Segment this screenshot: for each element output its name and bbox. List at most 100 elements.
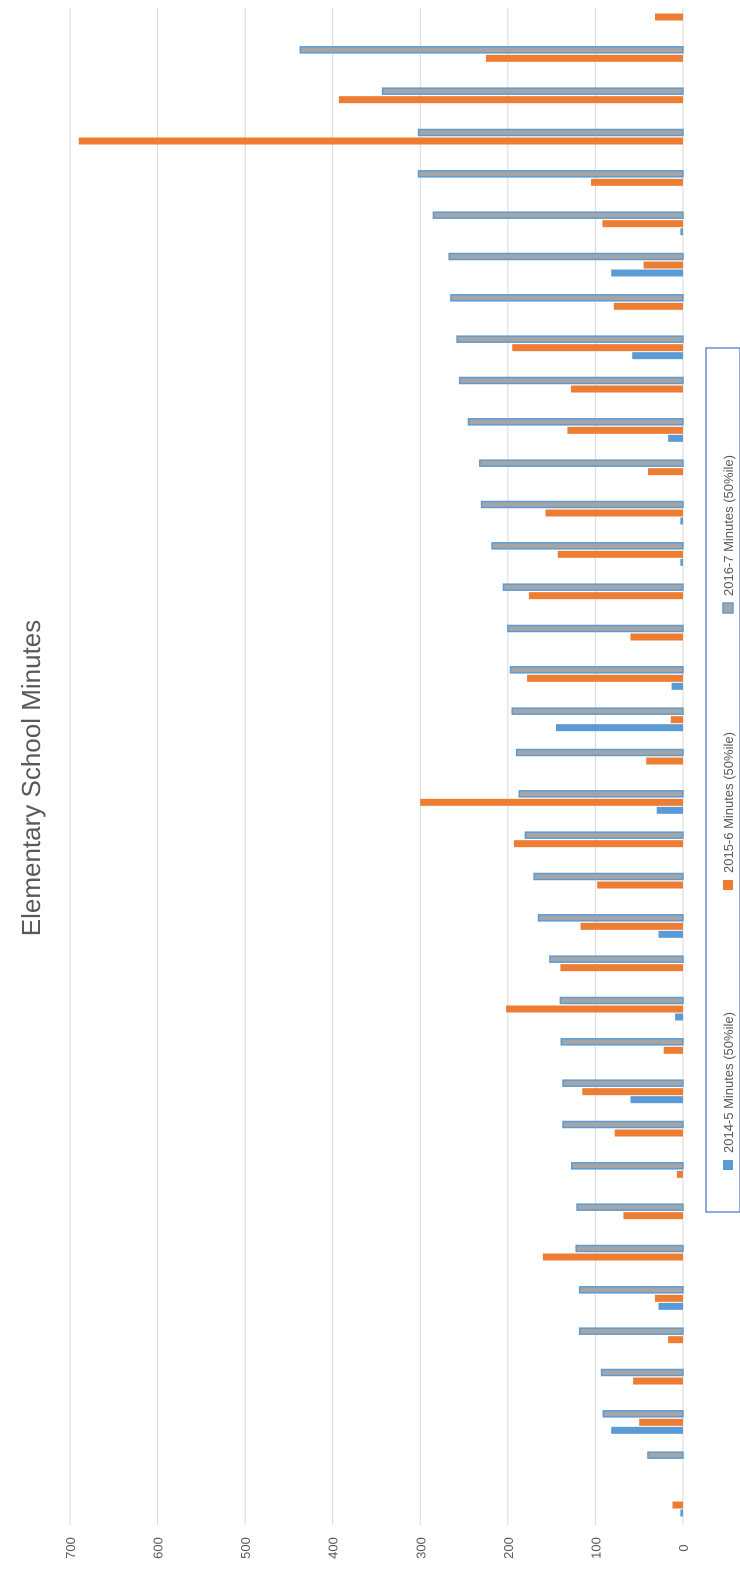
bar-2015-6 xyxy=(613,302,683,310)
bar-2015-6 xyxy=(663,1046,683,1054)
bar-2016-7 xyxy=(533,872,684,881)
bar-2015-6 xyxy=(528,592,683,600)
bar-2016-7 xyxy=(559,996,684,1005)
x-tick-label: 500 xyxy=(238,1537,253,1559)
bar-2016-7 xyxy=(456,335,684,343)
bar-2016-7 xyxy=(299,46,684,54)
bar-2016-7 xyxy=(537,914,684,922)
x-tick-label: 100 xyxy=(588,1537,603,1559)
bar-2014-5 xyxy=(611,1426,683,1434)
x-tick-label: 700 xyxy=(63,1537,78,1559)
bar-2014-5 xyxy=(658,1302,683,1310)
bar-2015-6 xyxy=(614,1129,683,1137)
bar-2015-6 xyxy=(78,137,683,145)
bar-2016-7 xyxy=(562,1079,684,1087)
bar-2015-6 xyxy=(633,1377,683,1385)
bar-2016-7 xyxy=(432,211,684,219)
bar-2014-5 xyxy=(680,228,683,236)
bar-2016-7 xyxy=(502,583,684,591)
bar-2015-6 xyxy=(542,1253,683,1261)
bar-2016-7 xyxy=(575,1244,684,1253)
bar-2015-6 xyxy=(639,1418,683,1426)
bar-2016-7 xyxy=(524,831,684,839)
bar-2015-6 xyxy=(570,385,683,393)
bar-2016-7 xyxy=(450,294,684,302)
bar-2015-6 xyxy=(485,54,683,62)
x-tick-label: 400 xyxy=(326,1537,341,1559)
grid-lines xyxy=(69,8,684,1525)
legend-label: 2016-7 Minutes (50%ile) xyxy=(721,455,736,596)
bar-2015-6 xyxy=(602,220,683,228)
x-tick-label: 600 xyxy=(151,1537,166,1559)
bar-2015-6 xyxy=(560,964,683,972)
bar-2016-7 xyxy=(562,1120,684,1129)
bar-2016-7 xyxy=(507,624,684,633)
bar-2014-5 xyxy=(680,517,683,525)
bars xyxy=(78,13,684,1517)
bar-2015-6 xyxy=(527,674,683,682)
bar-2014-5 xyxy=(658,930,683,938)
bar-2016-7 xyxy=(417,170,684,178)
bar-2015-6 xyxy=(643,261,683,269)
bar-2015-6 xyxy=(670,716,683,724)
bar-2016-7 xyxy=(576,1203,684,1211)
bar-2015-6 xyxy=(420,798,683,806)
bar-2015-6 xyxy=(676,1170,683,1178)
legend-label: 2015-6 Minutes (50%ile) xyxy=(721,732,736,873)
bar-2015-6 xyxy=(630,633,683,641)
bar-2015-6 xyxy=(513,840,683,848)
bar-2016-7 xyxy=(549,955,684,963)
bar-2016-7 xyxy=(448,252,684,261)
bar-2014-5 xyxy=(668,434,683,442)
bar-2016-7 xyxy=(458,376,684,385)
bar-2015-6 xyxy=(580,922,683,930)
x-tick-label: 200 xyxy=(501,1537,516,1559)
bar-2014-5 xyxy=(680,558,683,566)
bar-2016-7 xyxy=(578,1286,684,1294)
chart-title: Elementary School Minutes xyxy=(16,620,46,936)
bar-2016-7 xyxy=(467,418,684,426)
bar-2015-6 xyxy=(506,1005,683,1013)
bar-2015-6 xyxy=(582,1088,683,1096)
bar-2016-7 xyxy=(647,1451,684,1459)
legend-box xyxy=(705,347,740,1213)
bar-2015-6 xyxy=(338,96,683,104)
bar-2016-7 xyxy=(509,666,684,674)
bar-2015-6 xyxy=(567,426,683,434)
x-tick-label: 0 xyxy=(676,1544,691,1551)
bar-2014-5 xyxy=(671,682,683,690)
bar-2014-5 xyxy=(632,352,683,360)
bar-2016-7 xyxy=(381,87,684,95)
legend-swatch xyxy=(723,1160,733,1170)
bar-2016-7 xyxy=(578,1327,684,1335)
bar-2015-6 xyxy=(654,1294,683,1302)
bar-2015-6 xyxy=(668,1336,683,1344)
bar-2015-6 xyxy=(545,509,683,517)
bar-2016-7 xyxy=(511,707,684,715)
bar-2016-7 xyxy=(515,748,684,757)
legend: 2014-5 Minutes (50%ile) 2015-6 Minutes (5… xyxy=(705,347,740,1213)
bar-2014-5 xyxy=(611,269,683,277)
x-tick-label: 300 xyxy=(413,1537,428,1559)
bar-2016-7 xyxy=(602,1410,684,1418)
legend-swatch xyxy=(722,602,734,614)
bar-2015-6 xyxy=(654,13,683,21)
bar-2015-6 xyxy=(512,344,683,352)
bar-2015-6 xyxy=(623,1212,683,1220)
value-axis-labels: 0 100 200 300 400 500 600 700 xyxy=(63,1537,691,1559)
bar-2016-7 xyxy=(479,459,684,467)
bar-2015-6 xyxy=(646,757,683,765)
bar-2016-7 xyxy=(571,1162,684,1170)
bar-2016-7 xyxy=(600,1368,684,1377)
legend-swatch xyxy=(723,880,733,890)
bar-2015-6 xyxy=(597,881,683,889)
bar-2016-7 xyxy=(480,500,684,509)
bar-2014-5 xyxy=(656,806,683,814)
bar-2016-7 xyxy=(491,542,684,550)
bar-2014-5 xyxy=(680,1509,683,1517)
legend-label: 2014-5 Minutes (50%ile) xyxy=(721,1012,736,1153)
bar-2016-7 xyxy=(417,128,684,137)
bar-2015-6 xyxy=(647,468,683,476)
bar-2015-6 xyxy=(672,1501,683,1509)
